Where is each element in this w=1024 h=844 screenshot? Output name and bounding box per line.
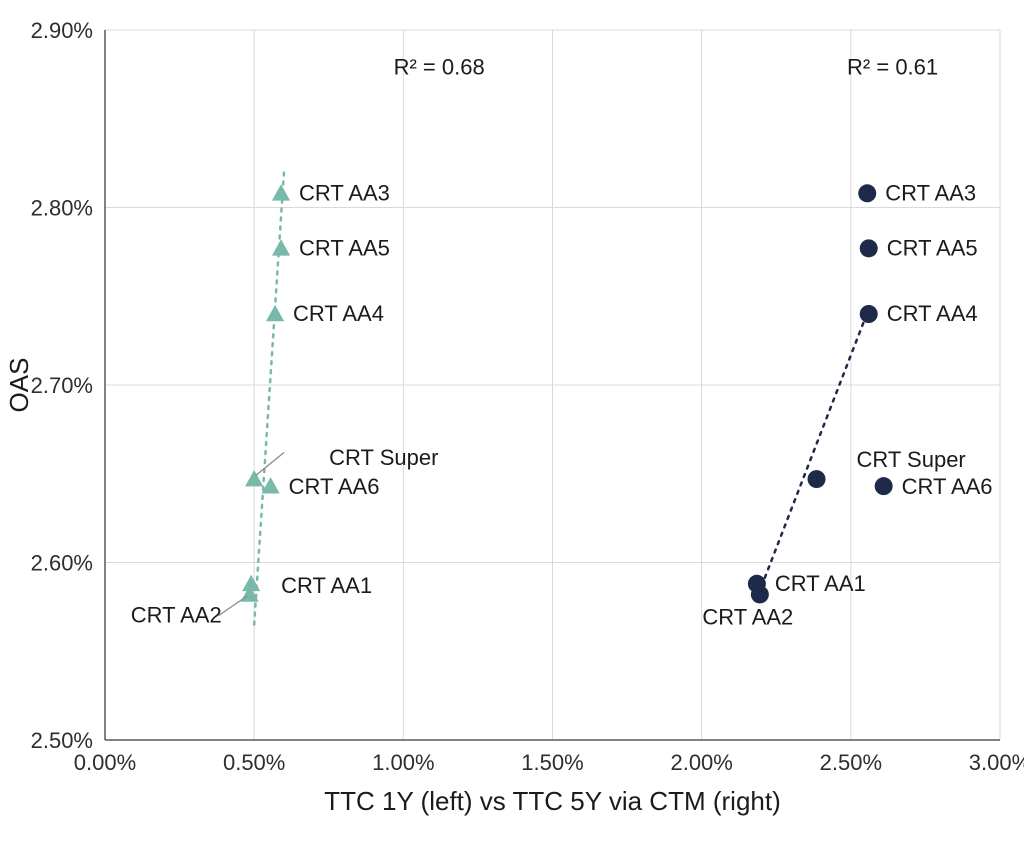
x-tick-label: 1.50% [521,750,583,775]
r2-left-label: R² = 0.68 [394,54,485,79]
y-tick-label: 2.50% [31,728,93,753]
series_left-point-label: CRT AA2 [131,602,222,627]
series_left-marker [245,470,263,486]
series_right-point-label: CRT AA2 [702,604,793,629]
series_right-marker [875,477,893,495]
series_left-marker [272,184,290,200]
series_right-point-label: CRT AA4 [887,301,978,326]
series_right-marker [858,184,876,202]
y-tick-label: 2.60% [31,551,93,576]
r2-right-label: R² = 0.61 [847,54,938,79]
x-tick-label: 3.00% [969,750,1024,775]
x-tick-label: 2.00% [670,750,732,775]
series_left-point-label: CRT Super [329,445,438,470]
x-tick-label: 0.50% [223,750,285,775]
series_left-point-label: CRT AA1 [281,573,372,598]
series_left-leader-line [256,452,284,475]
x-tick-label: 0.00% [74,750,136,775]
series_right-trendline [758,305,870,594]
series_left-marker [272,239,290,255]
series_left-point-label: CRT AA6 [289,474,380,499]
x-tick-label: 2.50% [820,750,882,775]
chart-container: { "chart": { "type": "scatter", "width":… [0,0,1024,844]
x-tick-label: 1.00% [372,750,434,775]
series_right-point-label: CRT AA1 [775,571,866,596]
series_right-point-label: CRT AA3 [885,180,976,205]
series_left-point-label: CRT AA5 [299,235,390,260]
scatter-chart: 0.00% 0.50% 1.00% 1.50% 2.00% 2.50% 3.00% 2.50%… [0,0,1024,844]
series_left-marker [266,305,284,321]
series_right-point-label: CRT Super [857,447,966,472]
x-axis-title: TTC 1Y (left) vs TTC 5Y via CTM (right) [324,786,781,816]
series_left-point-label: CRT AA3 [299,180,390,205]
gridlines [105,30,1000,740]
series_right-marker [751,585,769,603]
series_left-point-label: CRT AA4 [293,301,384,326]
series_left-leader-line [218,596,246,616]
y-axis-title: OAS [4,358,34,413]
y-tick-label: 2.70% [31,373,93,398]
series_right-point-label: CRT AA6 [902,474,993,499]
series_left: CRT AA3 CRT AA5 CRT AA4 CRT Super CRT AA6 CRT… [131,180,439,627]
series_right-marker [860,239,878,257]
series_right-point-label: CRT AA5 [887,235,978,260]
series_left-trendline [254,172,284,625]
y-tick-label: 2.90% [31,18,93,43]
series_right-marker [860,305,878,323]
series_right-marker [808,470,826,488]
y-tick-label: 2.80% [31,196,93,221]
